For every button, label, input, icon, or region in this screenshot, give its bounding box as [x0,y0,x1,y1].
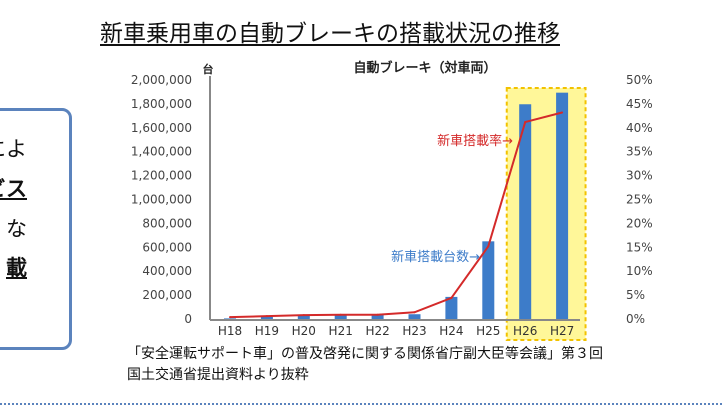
bar-H27 [556,92,569,320]
bar-H26 [519,104,532,319]
dotted-divider [0,403,722,405]
y2-tick-label: 15% [626,240,653,254]
x-tick-label: H22 [365,324,389,338]
y-tick-label: 1,400,000 [131,145,192,159]
y-tick-label: 0 [184,312,192,326]
bar-H21 [334,314,347,319]
y2-tick-label: 5% [626,288,645,302]
y2-tick-label: 50% [626,73,653,87]
bar-H20 [297,314,310,319]
y2-tick-label: 20% [626,216,653,230]
callout-line: 載 [6,256,27,280]
rate-point-H22 [376,313,379,316]
rate-line [229,111,563,319]
x-tick-label: H23 [402,324,426,338]
callout-line: ビス [0,177,27,201]
bar-H25 [482,241,495,319]
left-callout-box: によ ビス な 載 [0,108,72,350]
x-tick-label: H18 [218,324,242,338]
chart-title: 自動ブレーキ（対車両） [353,60,496,76]
x-tick-label: H20 [292,324,316,338]
bar-H19 [260,316,273,319]
x-tick-label: H19 [255,324,279,338]
x-tick-label: H25 [476,324,500,338]
y-tick-label: 1,200,000 [131,169,192,183]
bar-H23 [408,314,421,319]
rate-point-H18 [229,316,231,319]
source-caption-line1: 「安全運転サポート車」の普及啓発に関する関係省庁副大臣等会議」第３回 [127,346,603,362]
x-tick-label: H21 [329,324,353,338]
y-tick-label: 600,000 [142,240,192,254]
y-tick-label: 1,800,000 [131,97,192,111]
rate-point-H21 [339,313,342,316]
x-tick-label: H24 [439,324,463,338]
rate-point-H23 [413,311,416,314]
y-tick-label: 400,000 [142,264,192,278]
rate-point-H19 [265,315,268,318]
y2-tick-label: 45% [626,97,653,111]
rate-annotation: 新車搭載率→ [437,133,513,149]
highlight-box [505,87,587,341]
y-tick-label: 2,000,000 [131,73,192,87]
count-annotation: 新車搭載台数→ [391,249,480,265]
y2-tick-label: 25% [626,193,653,207]
callout-line: な [6,217,27,241]
y2-tick-label: 30% [626,169,653,183]
y2-tick-label: 10% [626,264,653,278]
y2-tick-label: 0% [626,312,645,326]
rate-point-H24 [450,296,453,299]
y2-tick-label: 40% [626,121,653,135]
rate-point-H26 [524,121,527,124]
callout-line: によ [0,137,27,161]
x-tick-label: H26 [513,324,537,338]
rate-point-H25 [487,245,490,248]
bar-H24 [445,296,458,319]
y-tick-label: 1,000,000 [131,193,192,207]
y-tick-label: 200,000 [142,288,192,302]
rate-point-H27 [561,111,564,114]
bar-H22 [371,314,384,319]
bar-H18 [224,318,236,319]
y-tick-label: 800,000 [142,216,192,230]
slide-title: 新車乗用車の自動ブレーキの搭載状況の推移 [100,21,560,47]
source-caption-line2: 国土交通省提出資料より抜粋 [127,367,309,383]
x-tick-label: H27 [550,324,574,338]
y-tick-label: 1,600,000 [131,121,192,135]
y-axis-unit: 台 [203,62,214,76]
rate-point-H20 [302,314,305,317]
y2-tick-label: 35% [626,145,653,159]
